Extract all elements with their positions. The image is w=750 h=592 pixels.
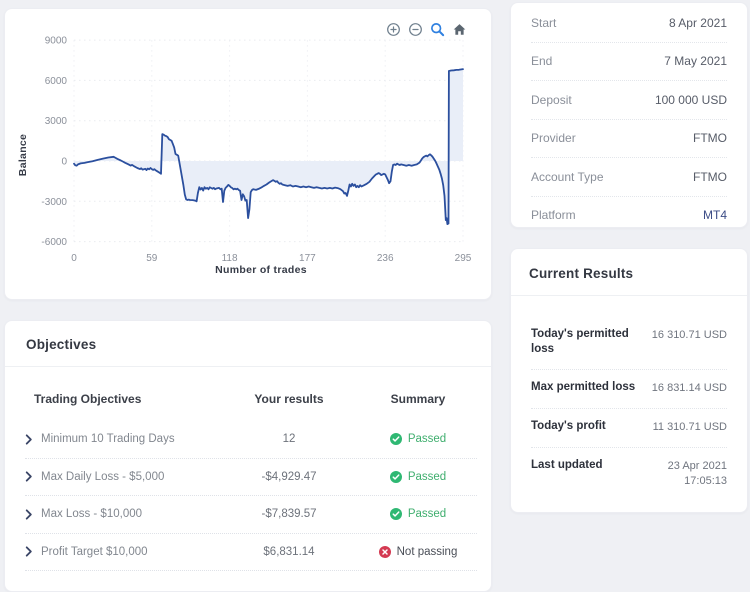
- current-results-rows: Today's permitted loss 16 310.71 USD Max p…: [511, 296, 747, 501]
- svg-text:118: 118: [222, 253, 238, 264]
- chevron-right-icon[interactable]: [25, 546, 33, 557]
- objective-label: Max Loss - $10,000: [25, 508, 219, 520]
- svg-text:9000: 9000: [45, 36, 68, 47]
- zoom-out-icon[interactable]: [407, 21, 423, 37]
- svg-text:295: 295: [455, 253, 472, 264]
- chevron-right-icon[interactable]: [25, 509, 33, 520]
- objective-label: Max Daily Loss - $5,000: [25, 471, 219, 483]
- account-row-account-type: Account Type FTMO: [531, 158, 727, 197]
- objective-label: Minimum 10 Trading Days: [25, 433, 219, 445]
- objective-row[interactable]: Minimum 10 Trading Days 12 Passed: [25, 421, 477, 459]
- divider: [5, 366, 491, 367]
- objectives-rows: Minimum 10 Trading Days 12 Passed Max Daily…: [25, 421, 477, 571]
- account-rows: Start 8 Apr 2021 End 7 May 2021 Deposit 100 0…: [531, 4, 727, 234]
- account-label-account-type: Account Type: [531, 169, 604, 184]
- account-row-deposit: Deposit 100 000 USD: [531, 81, 727, 120]
- account-value-platform[interactable]: MT4: [703, 208, 727, 223]
- result-label-last-updated: Last updated: [531, 459, 603, 471]
- svg-text:59: 59: [146, 253, 158, 264]
- objective-result: -$7,839.57: [261, 508, 317, 521]
- objective-row[interactable]: Profit Target $10,000 $6,831.14 Not passin…: [25, 534, 477, 571]
- objective-row[interactable]: Max Loss - $10,000 -$7,839.57 Passed: [25, 496, 477, 534]
- account-row-end: End 7 May 2021: [531, 43, 727, 81]
- svg-text:177: 177: [299, 253, 316, 264]
- objective-result: -$4,929.47: [261, 470, 317, 483]
- account-row-platform: Platform MT4: [531, 197, 727, 235]
- account-label-deposit: Deposit: [531, 92, 572, 107]
- result-value-today-s-permitted-loss: 16 310.71 USD: [651, 329, 727, 341]
- objective-result: 12: [282, 433, 296, 446]
- account-value-start: 8 Apr 2021: [668, 15, 727, 30]
- result-value-max-permitted-loss: 16 831.14 USD: [651, 382, 727, 394]
- objective-status: Not passing: [359, 545, 477, 558]
- account-label-provider: Provider: [531, 131, 576, 146]
- col-trading-objectives: Trading Objectives: [34, 392, 142, 406]
- objective-status: Passed: [359, 508, 477, 521]
- col-your-results: Your results: [254, 392, 324, 406]
- objective-result: $6,831.14: [263, 545, 315, 558]
- result-row-today-s-profit: Today's profit 11 310.71 USD: [531, 409, 727, 448]
- svg-text:6000: 6000: [45, 76, 68, 87]
- result-row-max-permitted-loss: Max permitted loss 16 831.14 USD: [531, 370, 727, 409]
- objective-status: Passed: [359, 470, 477, 483]
- account-label-platform: Platform: [531, 208, 576, 223]
- result-row-last-updated: Last updated 23 Apr 2021 17:05:13: [531, 448, 727, 501]
- col-summary: Summary: [390, 392, 446, 406]
- objectives-card: Objectives Trading Objectives Your resul…: [4, 320, 492, 592]
- objectives-table-header: Trading Objectives Your results Summary: [25, 367, 477, 421]
- svg-text:3000: 3000: [45, 116, 68, 127]
- svg-text:0: 0: [61, 157, 67, 168]
- current-results-card: Current Results Today's permitted loss 16…: [510, 248, 748, 513]
- x-circle-icon: [378, 545, 391, 558]
- balance-chart-card: 9000 6000 3000 0 -3000 -6000 0 59 118 177 236 295 B…: [4, 8, 492, 300]
- zoom-in-icon[interactable]: [385, 21, 401, 37]
- objective-label: Profit Target $10,000: [25, 546, 219, 558]
- selection-zoom-icon[interactable]: [429, 21, 445, 37]
- svg-text:236: 236: [377, 253, 394, 264]
- result-label-today-s-permitted-loss: Today's permitted loss: [531, 328, 629, 355]
- account-value-end: 7 May 2021: [664, 54, 727, 69]
- account-label-end: End: [531, 54, 553, 69]
- balance-area-chart[interactable]: 9000 6000 3000 0 -3000 -6000 0 59 118 177 236 295 B…: [5, 9, 491, 299]
- check-circle-icon: [389, 433, 402, 446]
- account-value-account-type: FTMO: [693, 169, 727, 184]
- x-axis-title: Number of trades: [215, 264, 307, 276]
- result-value-today-s-profit: 11 310.71 USD: [652, 421, 727, 433]
- check-circle-icon: [389, 508, 402, 521]
- chevron-right-icon[interactable]: [25, 434, 33, 445]
- home-reset-icon[interactable]: [451, 21, 467, 37]
- account-row-start: Start 8 Apr 2021: [531, 4, 727, 43]
- divider: [511, 295, 747, 296]
- result-row-today-s-permitted-loss: Today's permitted loss 16 310.71 USD: [531, 317, 727, 370]
- account-label-start: Start: [531, 15, 557, 30]
- svg-text:-3000: -3000: [41, 197, 67, 208]
- objective-status: Passed: [359, 433, 477, 446]
- objective-row[interactable]: Max Daily Loss - $5,000 -$4,929.47 Passed: [25, 459, 477, 496]
- check-circle-icon: [389, 470, 402, 483]
- account-row-provider: Provider FTMO: [531, 120, 727, 158]
- current-results-title: Current Results: [529, 266, 634, 281]
- svg-text:-6000: -6000: [41, 237, 67, 248]
- result-label-today-s-profit: Today's profit: [531, 420, 606, 432]
- chevron-right-icon[interactable]: [25, 471, 33, 482]
- objectives-table: Trading Objectives Your results Summary …: [5, 367, 491, 571]
- account-details-card: Start 8 Apr 2021 End 7 May 2021 Deposit 100 0…: [510, 2, 748, 228]
- result-value-last-updated: 23 Apr 2021 17:05:13: [667, 460, 727, 487]
- account-value-provider: FTMO: [693, 131, 727, 146]
- y-axis-title: Balance: [17, 134, 29, 176]
- account-value-deposit: 100 000 USD: [654, 92, 727, 107]
- objectives-title: Objectives: [26, 337, 97, 352]
- svg-text:0: 0: [71, 253, 77, 264]
- result-label-max-permitted-loss: Max permitted loss: [531, 381, 636, 393]
- chart-toolbar: [385, 21, 467, 37]
